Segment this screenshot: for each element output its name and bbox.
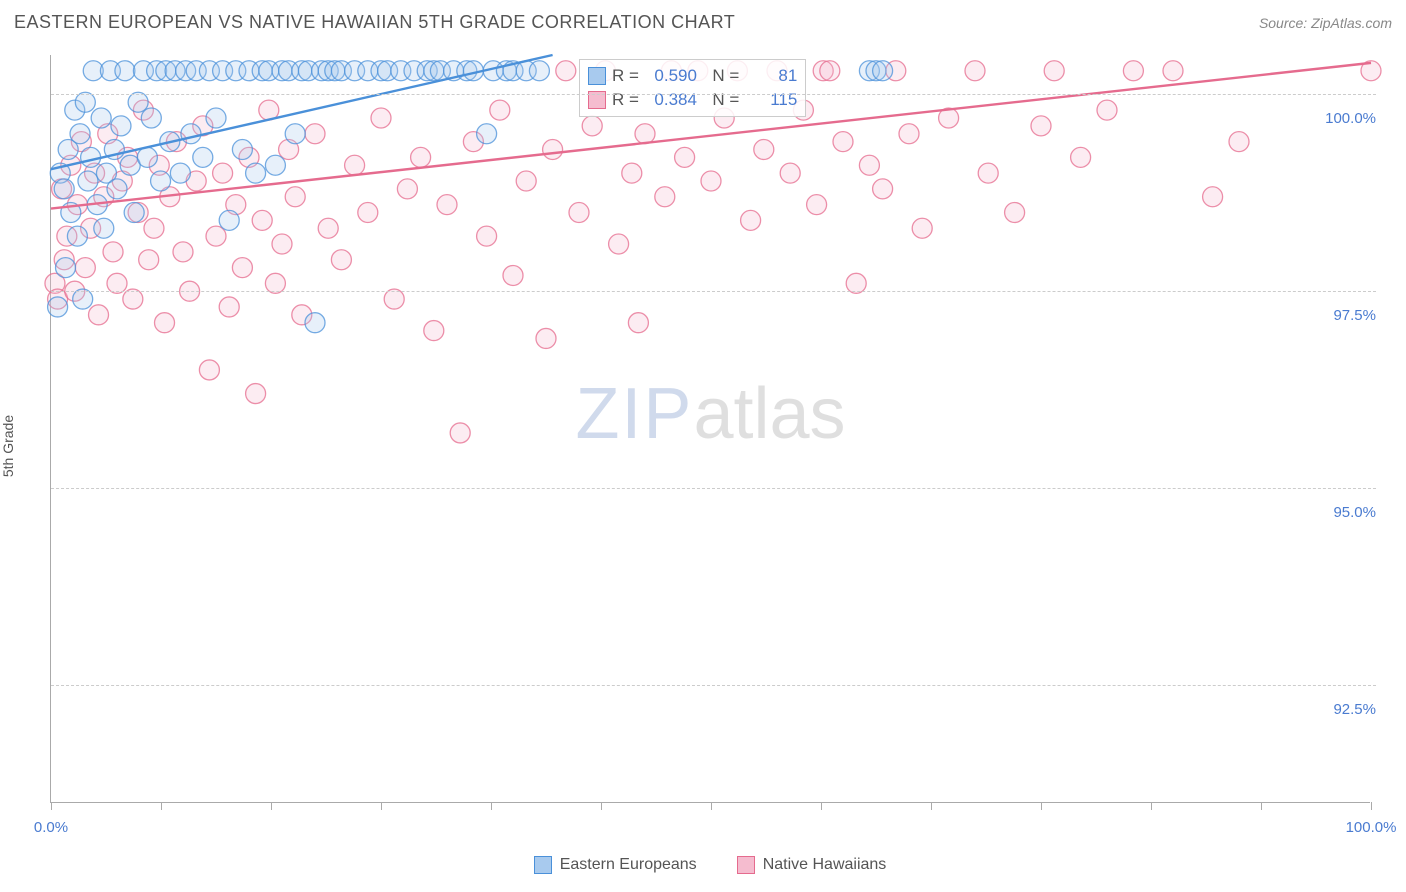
gridline [51,488,1376,489]
chart-svg [51,55,1370,802]
y-tick-label: 92.5% [1333,701,1376,718]
legend-swatch-2 [737,856,755,874]
legend-item-1: Eastern Europeans [534,856,697,874]
x-tick [1261,802,1262,810]
x-tick-label: 0.0% [34,819,68,836]
x-tick-label: 100.0% [1346,819,1397,836]
x-tick [491,802,492,810]
x-tick [51,802,52,810]
x-tick [1151,802,1152,810]
stats-row: R = 0.384 N = 115 [588,88,797,112]
legend-label-2: Native Hawaiians [763,856,887,874]
legend-swatch-1 [534,856,552,874]
chart-title: EASTERN EUROPEAN VS NATIVE HAWAIIAN 5TH … [14,12,735,33]
legend: Eastern Europeans Native Hawaiians [50,856,1370,874]
x-tick [821,802,822,810]
x-tick [711,802,712,810]
x-tick [1041,802,1042,810]
y-tick-label: 97.5% [1333,307,1376,324]
x-tick [601,802,602,810]
x-tick [381,802,382,810]
gridline [51,685,1376,686]
x-tick [271,802,272,810]
chart-header: EASTERN EUROPEAN VS NATIVE HAWAIIAN 5TH … [14,12,1392,33]
x-tick [1371,802,1372,810]
stats-swatch [588,67,606,85]
x-tick [931,802,932,810]
gridline [51,291,1376,292]
stats-box: R = 0.590 N = 81 R = 0.384 N = 115 [579,59,806,117]
gridline [51,94,1376,95]
y-tick-label: 100.0% [1325,110,1376,127]
source-label: Source: ZipAtlas.com [1259,15,1392,31]
stats-row: R = 0.590 N = 81 [588,64,797,88]
y-axis-label: 5th Grade [0,415,16,477]
y-tick-label: 95.0% [1333,504,1376,521]
legend-label-1: Eastern Europeans [560,856,697,874]
plot-area: ZIPatlas R = 0.590 N = 81 R = 0.384 N = … [50,55,1370,803]
legend-item-2: Native Hawaiians [737,856,887,874]
x-tick [161,802,162,810]
